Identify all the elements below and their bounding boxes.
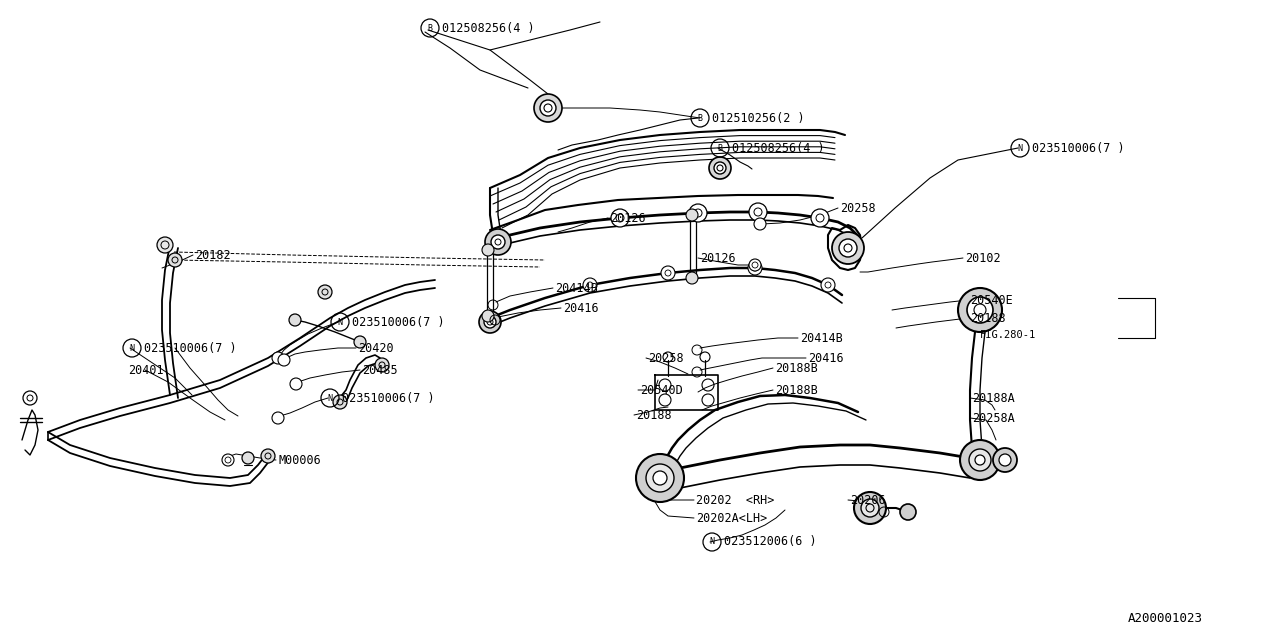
Circle shape [646,464,675,492]
Circle shape [998,454,1011,466]
Text: N: N [709,538,714,547]
Circle shape [582,278,596,292]
Text: FIG.280-1: FIG.280-1 [980,330,1037,340]
Text: 20202A<LH>: 20202A<LH> [696,511,767,525]
Text: 012508256(4 ): 012508256(4 ) [732,141,824,154]
Circle shape [748,261,762,275]
Circle shape [686,209,698,221]
Text: N: N [338,317,343,326]
Circle shape [660,266,675,280]
Text: 20401: 20401 [128,364,164,376]
Circle shape [611,209,628,227]
Text: 20202  <RH>: 20202 <RH> [696,493,774,506]
Circle shape [975,455,986,465]
Text: 023510006(7 ): 023510006(7 ) [145,342,237,355]
Circle shape [483,310,494,322]
Circle shape [993,448,1018,472]
Circle shape [812,209,829,227]
Text: 20188A: 20188A [972,392,1015,404]
Circle shape [540,100,556,116]
Text: 20188: 20188 [970,312,1006,324]
Circle shape [355,336,366,348]
Circle shape [483,244,494,256]
Text: N: N [129,344,134,353]
Text: N: N [1018,143,1023,152]
Circle shape [832,232,864,264]
Circle shape [969,449,991,471]
Circle shape [957,288,1002,332]
Text: 20416: 20416 [563,301,599,314]
Text: 20258: 20258 [648,351,684,365]
Circle shape [709,157,731,179]
Circle shape [479,311,500,333]
Circle shape [317,285,332,299]
Text: B: B [428,24,433,33]
Text: 20126: 20126 [700,252,736,264]
Circle shape [485,229,511,255]
Text: 012510256(2 ): 012510256(2 ) [712,111,805,125]
Circle shape [754,218,765,230]
Circle shape [689,204,707,222]
Circle shape [749,259,762,271]
Text: 023510006(7 ): 023510006(7 ) [352,316,444,328]
Circle shape [261,449,275,463]
Circle shape [534,94,562,122]
Text: A200001023: A200001023 [1128,611,1203,625]
Text: 20206: 20206 [850,493,886,506]
Text: 20485: 20485 [362,364,398,376]
Text: 20188B: 20188B [774,362,818,374]
Text: 20416: 20416 [808,351,844,365]
Text: 20102: 20102 [965,252,1001,264]
Circle shape [333,395,347,409]
Text: 20540D: 20540D [640,383,682,397]
Circle shape [291,378,302,390]
Text: 023510006(7 ): 023510006(7 ) [1032,141,1125,154]
Circle shape [168,253,182,267]
Text: 20258A: 20258A [972,412,1015,424]
Text: 023510006(7 ): 023510006(7 ) [342,392,435,404]
Text: 023512006(6 ): 023512006(6 ) [724,536,817,548]
Circle shape [273,412,284,424]
Text: 20414B: 20414B [800,332,842,344]
Text: 012508256(4 ): 012508256(4 ) [442,22,535,35]
Circle shape [966,297,993,323]
Circle shape [838,239,858,257]
Text: 20188B: 20188B [774,383,818,397]
Circle shape [820,278,835,292]
Circle shape [686,272,698,284]
Circle shape [157,237,173,253]
Circle shape [289,314,301,326]
Text: 20540E: 20540E [970,294,1012,307]
Circle shape [854,492,886,524]
Circle shape [749,203,767,221]
Text: B: B [718,143,722,152]
Circle shape [714,162,726,174]
Text: 20182: 20182 [195,248,230,262]
Circle shape [221,454,234,466]
Text: 20258: 20258 [840,202,876,214]
Circle shape [242,452,253,464]
Circle shape [960,440,1000,480]
Circle shape [273,352,284,364]
Text: 20188: 20188 [636,408,672,422]
Text: M00006: M00006 [278,454,321,467]
Circle shape [484,316,497,328]
Circle shape [861,499,879,517]
Circle shape [653,471,667,485]
Text: 20126: 20126 [611,211,645,225]
Text: N: N [328,394,333,403]
Circle shape [900,504,916,520]
Circle shape [375,358,389,372]
Text: 20420: 20420 [358,342,394,355]
Text: B: B [698,113,703,122]
Text: 20414B: 20414B [556,282,598,294]
Circle shape [636,454,684,502]
Circle shape [278,354,291,366]
Circle shape [492,235,506,249]
